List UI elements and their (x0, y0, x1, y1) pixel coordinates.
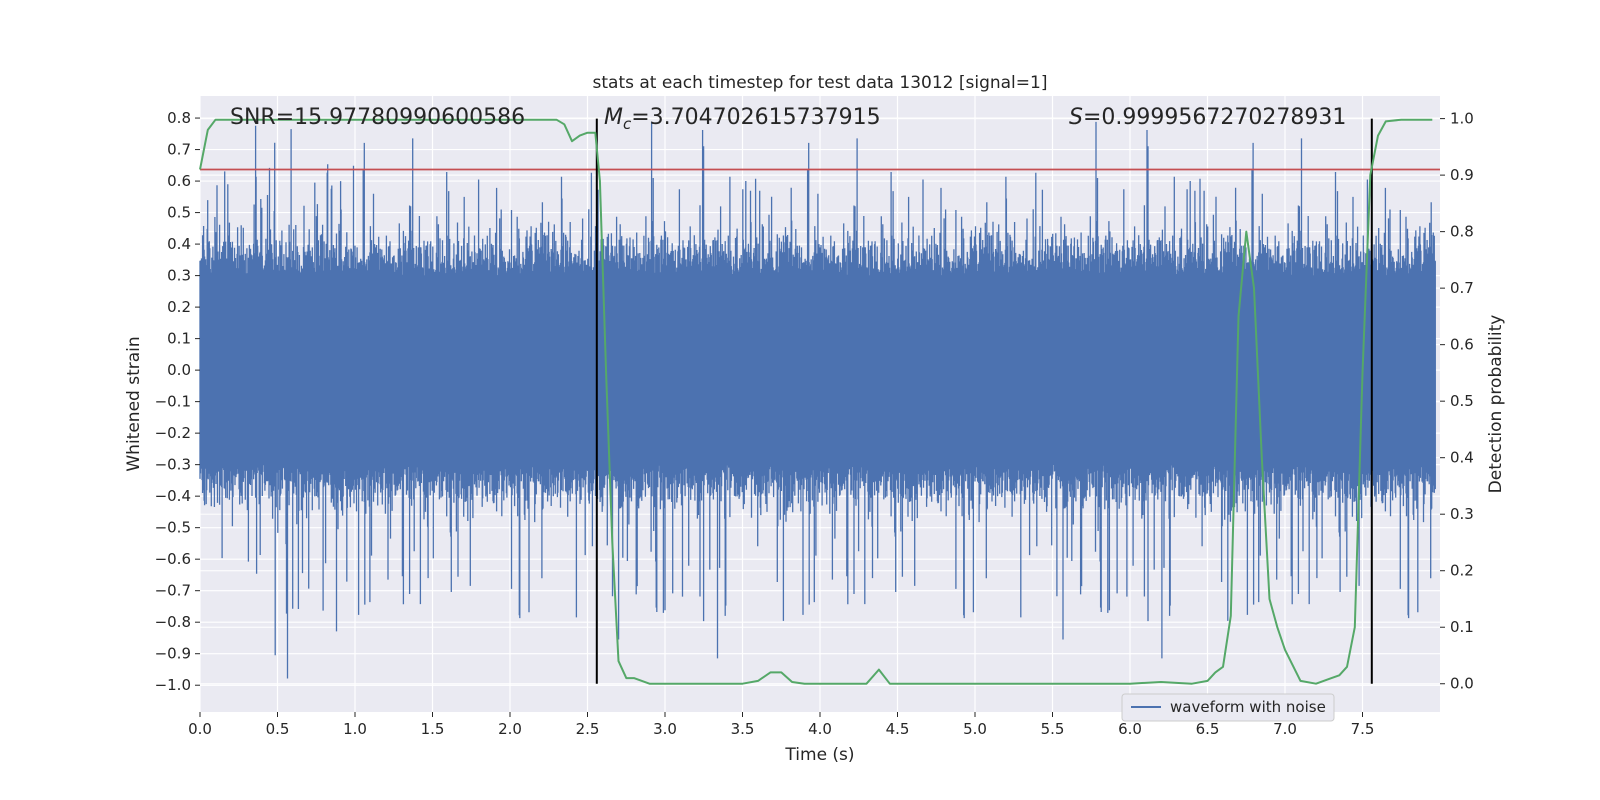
chirp-mass-value: =3.704702615737915 (631, 105, 880, 130)
x-tick-label: 7.0 (1273, 720, 1297, 738)
legend-waveform-label: waveform with noise (1170, 698, 1326, 716)
y-tick-label: 0.6 (167, 172, 191, 190)
score-annotation: S=0.9999567270278931 (1069, 105, 1346, 130)
y2-tick-label: 0.7 (1450, 279, 1474, 297)
probability-line (199, 118, 1433, 685)
y2-tick-label: 0.4 (1450, 449, 1474, 467)
y-tick-label: 0.5 (167, 204, 191, 222)
x-tick-label: 1.5 (421, 720, 445, 738)
x-tick-labels: 0.0 0.5 1.0 1.5 2.0 2.5 3.0 3.5 4.0 4.5 5.0 5.5 6.0 6… (188, 712, 1374, 738)
chirp-mass-subscript: c (623, 115, 632, 133)
y-tick-label: −0.1 (155, 393, 191, 411)
y-tick-label: −0.2 (155, 424, 191, 442)
y2-tick-label: 0.5 (1450, 392, 1474, 410)
legend: waveform with noise (1121, 693, 1335, 722)
x-tick-label: 4.0 (808, 720, 832, 738)
x-axis-label: Time (s) (784, 745, 854, 765)
y2-tick-label: 0.2 (1450, 562, 1474, 580)
x-tick-label: 5.0 (963, 720, 987, 738)
x-tick-label: 1.0 (343, 720, 367, 738)
score-value: =0.9999567270278931 (1083, 105, 1346, 130)
y2-tick-label: 0.6 (1450, 336, 1474, 354)
y2-tick-labels: 1.0 0.9 0.8 0.7 0.6 0.5 0.4 0.3 0.2 0.1 0.0 (1440, 110, 1474, 693)
x-tick-label: 5.5 (1041, 720, 1065, 738)
x-tick-label: 7.5 (1351, 720, 1375, 738)
snr-annotation: SNR=15.97780990600586 (230, 105, 525, 130)
y2-tick-label: 1.0 (1450, 110, 1474, 128)
chirp-mass-symbol: M (604, 105, 623, 130)
y-tick-label: 0.0 (167, 361, 191, 379)
y-tick-label: 0.4 (167, 235, 191, 253)
y-tick-label: −1.0 (155, 676, 191, 694)
y-tick-label: 0.3 (167, 267, 191, 285)
x-tick-label: 3.0 (653, 720, 677, 738)
y-tick-label: −0.9 (155, 645, 191, 663)
x-tick-label: 2.0 (498, 720, 522, 738)
y-tick-label: 0.2 (167, 298, 191, 316)
x-tick-label: 0.0 (188, 720, 212, 738)
x-tick-label: 6.5 (1196, 720, 1220, 738)
y-tick-label: 0.8 (167, 109, 191, 127)
y-tick-label: −0.6 (155, 550, 191, 568)
y-tick-label: −0.5 (155, 519, 191, 537)
y2-tick-label: 0.8 (1450, 223, 1474, 241)
y2-axis-label: Detection probability (1486, 315, 1506, 494)
chart-title: stats at each timestep for test data 130… (593, 73, 1048, 93)
x-tick-label: 0.5 (266, 720, 290, 738)
x-tick-label: 4.5 (886, 720, 910, 738)
y-axis-label: Whitened strain (124, 336, 144, 471)
score-symbol: S (1069, 105, 1083, 130)
event-lines (595, 118, 1373, 684)
y-tick-label: −0.4 (155, 487, 191, 505)
x-tick-label: 3.5 (731, 720, 755, 738)
y-tick-label: 0.7 (167, 141, 191, 159)
chirp-mass-annotation: Mc=3.704702615737915 (604, 105, 881, 133)
y-tick-label: −0.7 (155, 582, 191, 600)
y-tick-label: 0.1 (167, 330, 191, 348)
x-tick-label: 6.0 (1118, 720, 1142, 738)
y2-tick-label: 0.0 (1450, 675, 1474, 693)
legend-box (1121, 693, 1335, 722)
probability-series (199, 118, 1433, 685)
y-tick-label: −0.3 (155, 456, 191, 474)
waveform-series (199, 121, 1436, 679)
y2-tick-label: 0.9 (1450, 166, 1474, 184)
y-tick-label: −0.8 (155, 613, 191, 631)
x-tick-label: 2.5 (576, 720, 600, 738)
y2-tick-label: 0.3 (1450, 505, 1474, 523)
y2-tick-label: 0.1 (1450, 618, 1474, 636)
y-tick-labels: 0.8 0.7 0.6 0.5 0.4 0.3 0.2 0.1 0.0 −0.1 −0.2 −0.3 −… (155, 109, 200, 694)
